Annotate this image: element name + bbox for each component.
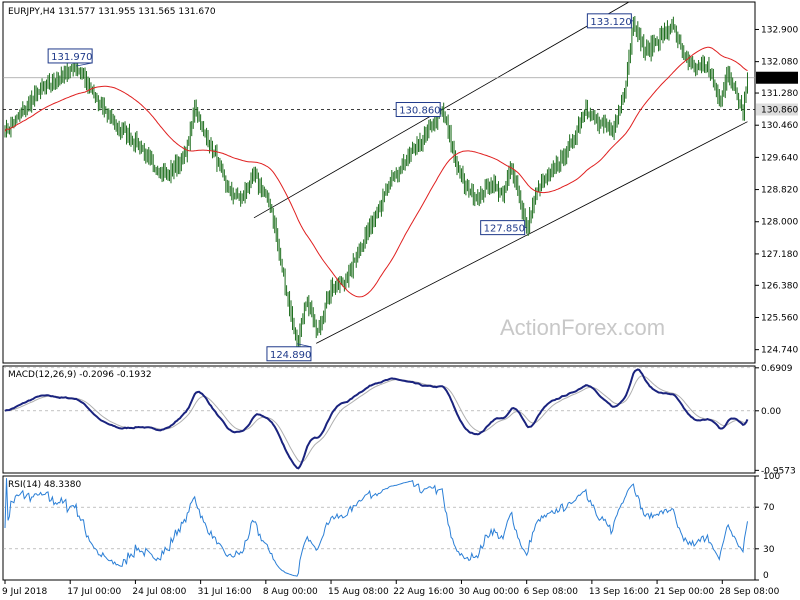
pivot-label-box [266, 346, 312, 362]
pivot-labels: 131.970 124.890 130.860 127.850 133.120 [47, 13, 634, 362]
price-tick-label: 130.460 [761, 121, 798, 131]
time-tick-label: 21 Sep 00:00 [654, 587, 714, 597]
rsi-tick-label: 70 [763, 503, 775, 513]
moving-average [4, 46, 748, 298]
price-tick-label: 128.000 [761, 218, 798, 228]
pivot-connector [76, 62, 93, 67]
price-header: EURJPY,H4 131.577 131.955 131.565 131.67… [8, 7, 216, 17]
price-tick-label: 127.180 [761, 250, 798, 260]
time-tick-label: 31 Jul 16:00 [198, 587, 252, 597]
pivot-label: 131.970 [51, 52, 92, 63]
price-tick-label: 125.560 [761, 313, 798, 323]
channel-lower-line [316, 121, 748, 344]
macd-header: MACD(12,26,9) -0.2096 -0.1932 [8, 370, 152, 380]
rsi-tick-label: 0 [763, 571, 769, 581]
time-tick-label: 28 Sep 08:00 [719, 587, 779, 597]
time-tick-label: 24 Jul 08:00 [132, 587, 186, 597]
time-tick-label: 22 Aug 16:00 [393, 587, 454, 597]
price-tag-label: 130.860 [761, 106, 798, 116]
price-tick-label: 131.280 [761, 89, 798, 99]
pivot-label-box [47, 48, 93, 64]
pivot-label: 124.890 [270, 350, 311, 361]
price-level-lines [3, 77, 755, 110]
time-tick-label: 17 Jul 00:00 [67, 587, 121, 597]
price-tick-label: 126.380 [761, 281, 798, 291]
rsi-tick-label: 100 [763, 472, 780, 482]
time-tick-label: 6 Sep 08:00 [524, 587, 579, 597]
pivot-label: 133.120 [590, 17, 631, 28]
macd-lines [3, 367, 755, 470]
pivot-label: 127.850 [484, 224, 525, 235]
time-axis: 9 Jul 2018 17 Jul 00:00 24 Jul 08:00 31 Jul… [2, 580, 780, 597]
rsi-header: RSI(14) 48.3380 [8, 480, 81, 490]
macd-pane: MACD(12,26,9) -0.2096 -0.1932 0.6909 0.00… [2, 364, 796, 476]
price-tick-label: 128.820 [761, 186, 798, 196]
rsi-line [3, 478, 755, 577]
pivot-connector [296, 343, 312, 348]
pivot-label: 130.860 [399, 106, 440, 117]
price-tick-label: 124.740 [761, 346, 798, 356]
macd-tick-label: 0.00 [761, 407, 781, 417]
rsi-pane: RSI(14) 48.3380 100 70 30 0 [2, 472, 780, 581]
time-tick-label: 30 Aug 00:00 [458, 587, 519, 597]
price-tag-label: 131.670 [761, 74, 798, 84]
macd-tick-label: 0.6909 [761, 364, 793, 374]
macd-axis: 0.6909 0.00 -0.9573 [755, 364, 796, 476]
price-tag-bg [756, 71, 798, 84]
time-tick-label: 9 Jul 2018 [2, 587, 47, 597]
price-pane: EURJPY,H4 131.577 131.955 131.565 131.67… [2, 1, 798, 364]
price-tick-label: 132.080 [761, 58, 798, 68]
price-axis: 132.900 132.080 131.280 130.460 129.640 128.8… [755, 25, 798, 356]
moving-average-line [4, 46, 748, 298]
price-tick-label: 132.900 [761, 25, 798, 35]
price-bars [4, 16, 748, 351]
macd-main-line [4, 368, 749, 470]
price-tick-label: 129.640 [761, 153, 798, 163]
time-tick-label: 8 Aug 00:00 [263, 587, 318, 597]
rsi-line [4, 478, 748, 577]
price-tag-bg [756, 103, 798, 116]
rsi-tick-label: 30 [763, 545, 775, 555]
watermark: ActionForex.com [500, 315, 665, 340]
price-pane-frame [2, 1, 756, 364]
macd-tick-label: -0.9573 [761, 466, 796, 476]
rsi-axis: 100 70 30 0 [755, 472, 780, 581]
time-tick-label: 15 Aug 08:00 [328, 587, 389, 597]
time-tick-label: 13 Sep 16:00 [589, 587, 649, 597]
